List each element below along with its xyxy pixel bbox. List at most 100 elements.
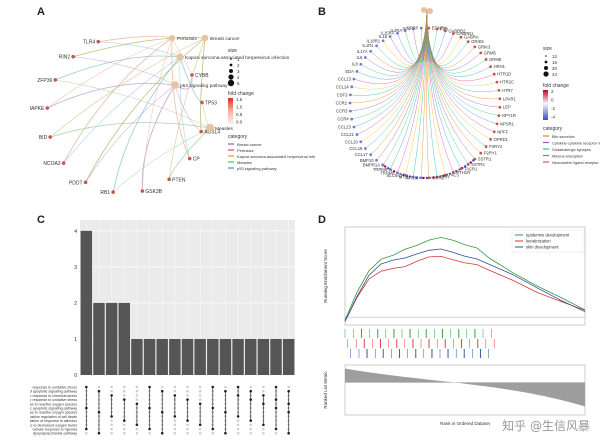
- gene-node: [111, 190, 115, 194]
- gene-label: GABRB2: [448, 28, 466, 33]
- gene-label: HRH1: [494, 64, 506, 69]
- gene-node: [388, 167, 392, 171]
- matrix-dot: [198, 389, 202, 393]
- edge-line: [47, 37, 173, 109]
- legend-size-value: 16: [552, 60, 558, 65]
- gene-node: [492, 72, 496, 76]
- bar: [80, 230, 93, 375]
- gene-node: [435, 27, 439, 31]
- gene-label: GRM8: [489, 57, 502, 62]
- gene-label: MT1M: [406, 175, 418, 180]
- edge-line: [350, 8, 428, 112]
- edge-line: [142, 37, 173, 192]
- panel-b-network: PPBPPF4IL4RAIL15RAIL16IL18R1IL1R1IL17AIL…: [336, 7, 600, 180]
- gene-node: [355, 133, 359, 136]
- gene-label: ZFP36: [37, 78, 52, 84]
- bar: [257, 338, 270, 375]
- bar: [219, 338, 232, 375]
- panel-letter-d: D: [318, 214, 326, 226]
- gene-node: [451, 171, 455, 174]
- edge-line: [73, 37, 206, 58]
- edge-line: [404, 8, 428, 176]
- es-plot-frame: [344, 226, 586, 326]
- bar: [105, 302, 118, 375]
- matrix-dot: [122, 394, 126, 397]
- panel-letter-b: B: [318, 6, 326, 18]
- legend-size-value: 5: [237, 81, 240, 86]
- edge-line: [47, 83, 176, 109]
- gene-label: IL8: [352, 62, 358, 67]
- gene-node: [415, 176, 418, 179]
- gene-node: [190, 73, 194, 77]
- gene-node: [48, 135, 52, 139]
- matrix-dot: [262, 389, 265, 393]
- edge-line: [50, 37, 206, 138]
- gene-label: CCL19: [349, 146, 363, 151]
- matrix-dot: [186, 423, 189, 427]
- gene-node: [439, 175, 442, 178]
- matrix-dot: [224, 385, 227, 389]
- panel-letter-c: C: [37, 214, 45, 226]
- legend-category-label: Mineral absorption: [552, 155, 583, 159]
- set-label: regulation of apoptotic signaling pathwa…: [30, 390, 77, 394]
- gene-node: [71, 54, 75, 59]
- gene-label: GRIK3: [478, 44, 491, 49]
- bar: [282, 338, 295, 375]
- gene-label: TRPM6: [373, 167, 388, 172]
- matrix-dot: [262, 431, 265, 435]
- gene-label: MT1H: [399, 175, 410, 180]
- matrix-dot: [249, 427, 253, 431]
- gene-node: [349, 93, 352, 97]
- gene-node: [473, 45, 477, 49]
- edge-line: [98, 41, 181, 58]
- term-node: [169, 35, 175, 41]
- gene-label: TACR1: [464, 166, 478, 171]
- edge-line: [200, 37, 206, 132]
- legend-size-value: 24: [552, 72, 558, 77]
- edge-line: [85, 37, 206, 183]
- set-label: cellular response to oxidative stress: [30, 398, 77, 402]
- matrix-dot: [287, 385, 290, 389]
- gene-node: [350, 85, 354, 89]
- legend-fold-bar: [228, 98, 233, 124]
- matrix-dot: [135, 402, 139, 406]
- gene-label: PTEN: [172, 177, 186, 183]
- gene-label: P2RY2: [489, 144, 503, 149]
- bar: [232, 338, 244, 375]
- gene-node: [466, 162, 470, 166]
- gene-node: [388, 35, 392, 39]
- gene-node: [497, 114, 501, 118]
- gene-node: [187, 156, 192, 161]
- legend-fold-value: 0.5: [236, 112, 243, 117]
- gene-label: BMPR1A: [363, 163, 380, 168]
- gene-node: [383, 165, 387, 168]
- matrix-dot: [249, 423, 253, 427]
- gene-node: [386, 167, 390, 170]
- gene-label: NPY1R: [502, 113, 516, 118]
- panel-letter-a: A: [37, 6, 45, 18]
- gene-node: [369, 49, 373, 53]
- gene-node: [484, 145, 488, 148]
- gene-label: PDDT: [69, 180, 83, 186]
- legend-category-label: Neuroactive ligand-receptor interaction: [552, 161, 600, 165]
- set-label: response to oxidative stress: [32, 386, 77, 390]
- matrix-dot: [198, 402, 202, 406]
- gene-label: IL18R1: [367, 38, 381, 43]
- matrix-dot: [236, 423, 240, 427]
- edge-line: [141, 84, 176, 192]
- gene-node: [396, 31, 399, 35]
- gene-label: CCR3: [336, 109, 348, 114]
- gene-label: CCL13: [338, 76, 352, 81]
- bar: [93, 302, 105, 375]
- gene-label: IL4RA: [391, 28, 403, 33]
- legend-size-dot: [229, 63, 233, 67]
- legend-size-value: 3: [237, 69, 240, 74]
- gene-node: [375, 158, 378, 162]
- ranked-metric-area: [345, 368, 585, 407]
- gene-node: [352, 77, 356, 81]
- matrix-dot: [186, 385, 189, 389]
- matrix-dot: [122, 389, 126, 393]
- gene-node: [489, 138, 492, 141]
- matrix-dot: [287, 431, 290, 435]
- gene-node: [495, 122, 499, 126]
